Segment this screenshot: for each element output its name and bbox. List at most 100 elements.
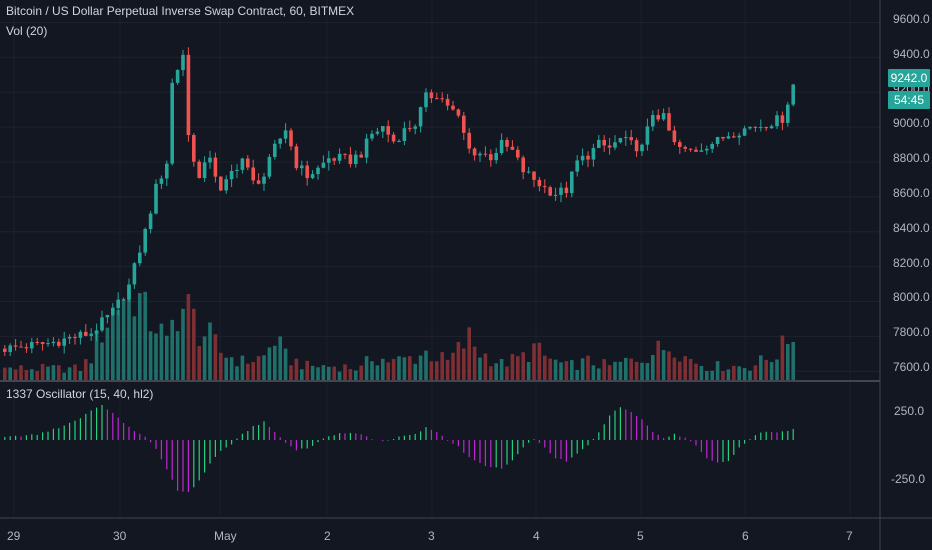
candle [699,150,704,152]
volume-bar [429,361,434,380]
candle [402,128,407,141]
candle [391,134,396,142]
candle [337,153,342,161]
candle [683,146,687,149]
volume-bar [235,366,239,380]
candle [138,252,142,264]
volume-bar [753,365,758,380]
volume-bar [289,365,293,380]
candle [62,338,66,346]
volume-bar [219,352,223,380]
volume-bar [89,363,93,380]
candle [294,146,299,169]
symbol-title[interactable]: Bitcoin / US Dollar Perpetual Inverse Sw… [6,4,355,18]
oscillator-legend[interactable]: 1337 Oscillator (15, 40, hl2) [6,387,154,401]
volume-bar [294,358,299,380]
candle [510,146,515,150]
volume-bar [629,358,633,380]
price-axis[interactable]: 9600.0 9400.0 9200.0 9000.0 8800.0 8600.… [893,12,930,374]
volume-bar [786,344,790,380]
candle [105,315,110,318]
candle [742,128,747,136]
volume-bar [381,358,385,380]
volume-bar [19,365,23,380]
candle [505,139,509,147]
volume-bar [634,361,639,380]
candle [672,130,677,143]
candle [278,138,282,144]
volume-bar [73,364,77,380]
volume-bar [732,365,736,380]
volume-bar [127,285,131,380]
candle [24,347,29,349]
candle [213,157,218,177]
volume-bar [656,340,660,380]
volume-bar [343,364,347,380]
oscillator-axis[interactable]: 250.0 -250.0 [891,404,925,486]
volume-bar [13,369,18,380]
volume-bar [35,370,39,380]
volume-bar [483,353,488,380]
volume-bar [111,307,115,380]
time-tick: 7 [846,529,853,543]
candle [370,133,374,139]
volume-bar [667,351,671,380]
volume-bar [769,362,774,380]
candle [705,148,709,151]
volume-bar [435,361,439,380]
candle [424,92,428,108]
price-tick: 9600.0 [893,12,930,26]
volume-bar [537,342,542,380]
volume-bar [499,358,504,380]
candle [483,153,488,155]
price-tick: 8200.0 [893,256,930,270]
volume-bar [624,357,628,380]
volume-bar [586,355,590,380]
time-tick: May [214,529,237,543]
candle [775,115,779,127]
volume-bar [775,359,779,380]
volume-bar [397,356,401,380]
time-axis[interactable]: 29 30 May 2 3 4 5 6 7 [7,529,853,543]
volume-bar [310,365,315,380]
candle [656,115,660,120]
candle [40,342,45,344]
volume-bar [262,355,266,380]
time-tick: 5 [637,529,644,543]
volume-bar [516,356,520,380]
candle [559,187,563,195]
volume-bar [532,343,536,380]
volume-bar [138,293,142,380]
time-tick: 29 [7,529,21,543]
volume-bar [46,366,50,380]
volume-legend[interactable]: Vol (20) [6,24,48,38]
candle [607,145,612,148]
candle [591,147,596,160]
volume-bar [467,327,471,380]
volume-bar [440,352,444,380]
volume-bar [478,357,482,380]
volume-bar [192,308,196,380]
volume-bar [224,357,228,380]
volume-bar [321,365,326,380]
volume-bar [543,355,547,380]
volume-bar [413,363,417,380]
candle [613,142,617,148]
candle [116,299,120,309]
candle [721,136,725,139]
volume-bar [165,335,169,380]
candle [397,140,401,142]
candle [467,132,471,149]
candle [580,155,585,161]
volume-bar [256,356,261,380]
candle [764,127,768,129]
candle [316,167,320,175]
volume-bar [300,369,304,380]
volume-bar [580,358,585,380]
candle [111,308,115,316]
candle [327,158,331,163]
volume-bar [748,370,752,380]
volume-bar [759,355,763,380]
price-candles [3,47,795,357]
